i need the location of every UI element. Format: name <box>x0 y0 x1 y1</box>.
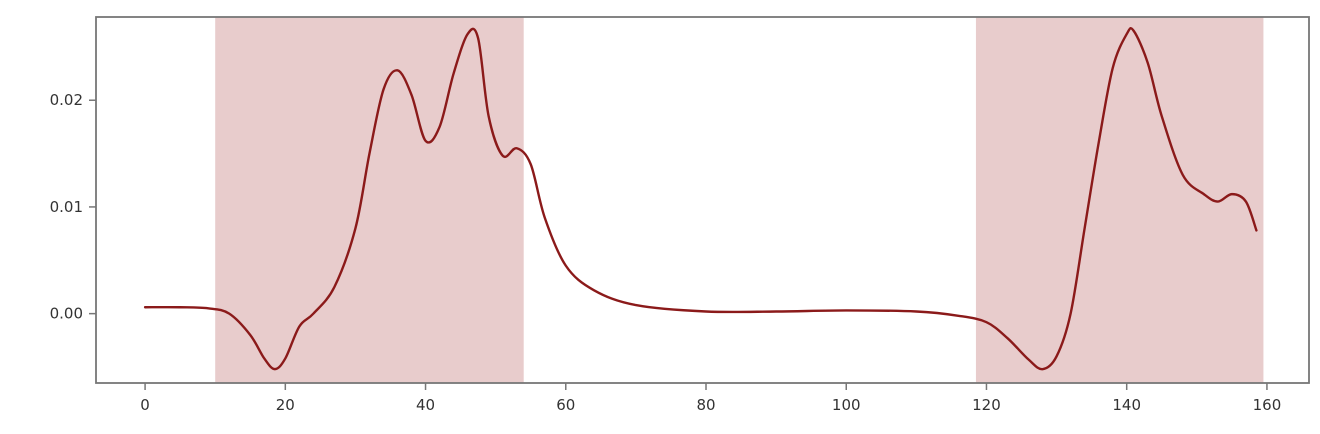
y-tick-label: 0.01 <box>50 198 83 216</box>
y-tick-label: 0.02 <box>50 91 83 109</box>
x-tick-label: 140 <box>1112 396 1141 414</box>
series-layer <box>143 26 1258 371</box>
shaded-regions <box>215 17 1264 383</box>
x-tick-label: 60 <box>556 396 575 414</box>
x-tick-label: 0 <box>140 396 150 414</box>
series-line-1 <box>143 26 1258 371</box>
x-tick-label: 40 <box>416 396 435 414</box>
shaded-region-1 <box>215 17 524 383</box>
y-tick-label: 0.00 <box>50 305 83 323</box>
x-tick-label: 20 <box>276 396 295 414</box>
axis-ticks: 0 20 40 60 80 100 120 140 160 0.00 0.01 0.02 <box>50 91 1282 414</box>
x-tick-label: 120 <box>972 396 1001 414</box>
x-tick-label: 80 <box>696 396 715 414</box>
x-tick-label: 160 <box>1253 396 1282 414</box>
plot-frame <box>95 16 1310 384</box>
x-tick-label: 100 <box>832 396 861 414</box>
